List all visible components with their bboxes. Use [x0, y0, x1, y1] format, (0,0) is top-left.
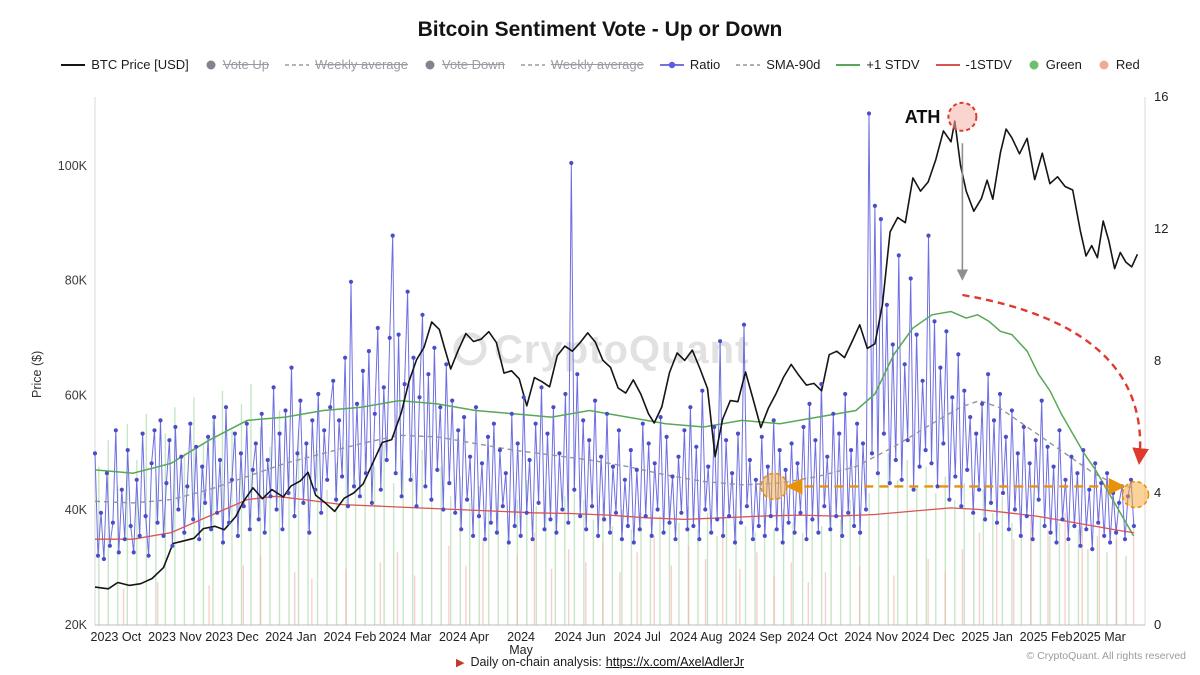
svg-text:2025 Feb: 2025 Feb: [1020, 630, 1073, 644]
svg-text:2024 Aug: 2024 Aug: [670, 630, 723, 644]
legend-item-green[interactable]: Green: [1027, 57, 1082, 72]
legend-item-red[interactable]: Red: [1097, 57, 1140, 72]
footer-link[interactable]: https://x.com/AxelAdlerJr: [605, 655, 745, 669]
legend-item-label: Red: [1115, 57, 1140, 72]
watermark: CryptoQuant: [494, 328, 749, 372]
ath-label: ATH: [905, 107, 941, 127]
svg-text:2024 Apr: 2024 Apr: [439, 630, 489, 644]
svg-text:2024 Feb: 2024 Feb: [323, 630, 376, 644]
legend-swatch: [736, 63, 761, 66]
legend-swatch: [206, 60, 216, 69]
svg-text:8: 8: [1154, 353, 1161, 368]
footer-text: Daily on-chain analysis:: [470, 655, 602, 669]
svg-text:60K: 60K: [65, 388, 88, 402]
legend-item-label: -1STDV: [965, 57, 1012, 72]
legend-swatch: [520, 63, 545, 66]
legend-item-weekly-average[interactable]: Weekly average: [520, 57, 644, 72]
svg-text:2023 Dec: 2023 Dec: [205, 630, 259, 644]
svg-text:100K: 100K: [58, 159, 88, 173]
legend-item-label: Green: [1045, 57, 1082, 72]
svg-text:0: 0: [1154, 617, 1161, 632]
svg-text:40K: 40K: [65, 503, 88, 517]
svg-text:May: May: [509, 643, 533, 657]
legend-swatch: [1029, 60, 1039, 69]
svg-text:20K: 20K: [65, 618, 88, 632]
legend-swatch: [425, 60, 435, 69]
red-arrow-icon: ▶: [455, 657, 465, 669]
legend-item-btc-price-usd[interactable]: BTC Price [USD]: [60, 57, 189, 72]
legend-swatch: [285, 63, 310, 66]
svg-text:2024 Jan: 2024 Jan: [265, 630, 316, 644]
svg-text:2024 Mar: 2024 Mar: [379, 630, 432, 644]
legend-item-1-stdv[interactable]: +1 STDV: [835, 57, 920, 72]
legend-swatch: [1099, 60, 1109, 69]
legend-item-label: Weekly average: [550, 57, 644, 72]
legend-item-label: Vote Up: [222, 57, 270, 72]
svg-text:4: 4: [1154, 485, 1161, 500]
footer-note: ▶ Daily on-chain analysis: https://x.com/A…: [0, 655, 1200, 669]
legend-item-label: SMA-90d: [766, 57, 821, 72]
svg-text:2023 Nov: 2023 Nov: [148, 630, 202, 644]
svg-text:2024 Sep: 2024 Sep: [728, 630, 782, 644]
legend-item-label: Weekly average: [315, 57, 408, 72]
svg-text:2024 Dec: 2024 Dec: [901, 630, 955, 644]
y-axis-label: Price ($): [30, 350, 44, 398]
svg-text:12: 12: [1154, 221, 1168, 236]
svg-text:2025 Jan: 2025 Jan: [961, 630, 1012, 644]
legend-item-label: Vote Down: [442, 57, 505, 72]
legend-swatch: [836, 63, 861, 66]
svg-text:2023 Oct: 2023 Oct: [91, 630, 142, 644]
legend-item-sma-90d[interactable]: SMA-90d: [735, 57, 820, 72]
chart-title: Bitcoin Sentiment Vote - Up or Down: [417, 18, 783, 41]
legend: BTC Price [USD] Vote Up Weekly average Vote…: [16, 57, 1184, 72]
legend-item-vote-down[interactable]: Vote Down: [423, 57, 505, 72]
legend-swatch: [935, 63, 960, 66]
copyright: © CryptoQuant. All rights reserved: [1026, 650, 1186, 662]
svg-text:2024 Jul: 2024 Jul: [613, 630, 660, 644]
svg-text:80K: 80K: [65, 274, 88, 288]
legend-item-weekly-average[interactable]: Weekly average: [284, 57, 408, 72]
svg-text:2024 Nov: 2024 Nov: [844, 630, 898, 644]
legend-item-ratio[interactable]: Ratio: [659, 57, 720, 72]
legend-item-vote-up[interactable]: Vote Up: [204, 57, 269, 72]
svg-text:2024 Jun: 2024 Jun: [554, 630, 605, 644]
legend-item-label: BTC Price [USD]: [91, 57, 189, 72]
svg-text:2024: 2024: [507, 630, 535, 644]
ath-circle: [947, 101, 978, 132]
svg-text:2025 Mar: 2025 Mar: [1073, 630, 1126, 644]
svg-text:16: 16: [1154, 89, 1168, 104]
legend-item-1stdv[interactable]: -1STDV: [935, 57, 1012, 72]
svg-text:2024 Oct: 2024 Oct: [787, 630, 838, 644]
legend-item-label: Ratio: [689, 57, 721, 72]
legend-item-label: +1 STDV: [866, 57, 920, 72]
legend-swatch: [659, 61, 684, 68]
legend-swatch: [61, 63, 86, 66]
